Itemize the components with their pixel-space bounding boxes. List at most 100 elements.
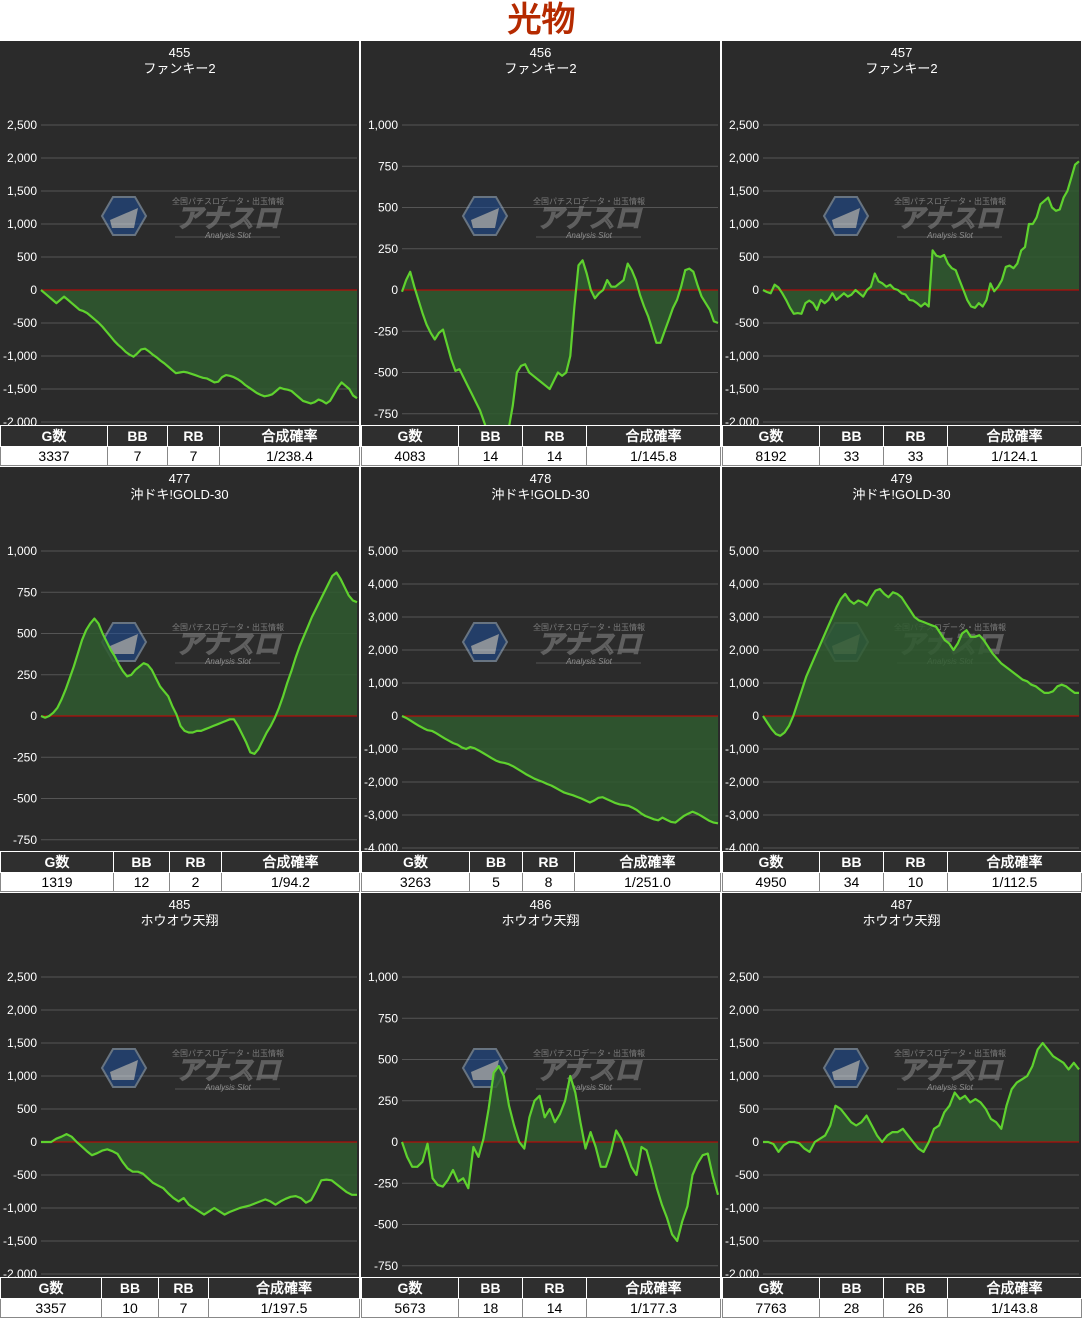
y-tick-label: 0 [30,1135,37,1149]
series-line [400,259,719,425]
svg-text:Analysis Slot: Analysis Slot [565,657,613,666]
y-tick-label: 2,500 [7,118,37,132]
svg-text:アナスロ: アナスロ [898,204,1003,234]
y-tick-label: -2,000 [725,415,759,425]
svg-text:Analysis Slot: Analysis Slot [926,1083,974,1092]
probability-value: 1/251.0 [574,872,721,892]
y-tick-label: -2,000 [725,1267,759,1277]
svg-text:全国パチスロデータ・出玉情報: 全国パチスロデータ・出玉情報 [533,196,645,206]
y-tick-label: 500 [378,1053,398,1067]
header-rb: RB [522,1277,587,1299]
header-probability: 合成確率 [586,1277,721,1299]
games-value: 4083 [361,446,459,466]
y-tick-label: -1,500 [3,382,37,396]
y-tick-label: -500 [374,1218,398,1232]
chart-svg: 5,000 4,000 3,000 2,000 1,000 0 -1,000 -2,000 -3… [725,544,1079,851]
header-bb: BB [113,851,170,873]
y-tick-label: 2,000 [729,1003,759,1017]
y-tick-label: 250 [17,668,37,682]
chart-panel-478: 478 沖ドキ!GOLD-30 5,000 4,000 3,000 2,000 1,000 0… [361,467,721,892]
y-tick-label: 1,000 [368,676,398,690]
series-area [763,1043,1079,1152]
y-tick-label: -250 [374,324,398,338]
rb-value: 14 [522,1298,587,1318]
machine-model: ファンキー2 [504,61,577,76]
machine-number: 455 [168,45,191,60]
bb-value: 5 [469,872,523,892]
machine-model: ファンキー2 [865,61,938,76]
chart-panel-479: 479 沖ドキ!GOLD-30 5,000 4,000 3,000 2,000 1,000 0… [722,467,1082,892]
page-title: 光物 [507,0,576,40]
header-bb: BB [458,1277,523,1299]
svg-text:アナスロ: アナスロ [537,630,642,660]
svg-text:アナスロ: アナスロ [176,1056,281,1086]
y-tick-label: -2,000 [364,775,398,789]
series-area [402,260,718,425]
y-tick-label: 3,000 [368,610,398,624]
svg-text:アナスロ: アナスロ [537,1056,642,1086]
svg-text:全国パチスロデータ・出玉情報: 全国パチスロデータ・出玉情報 [894,1048,1006,1058]
rb-value: 14 [522,446,587,466]
svg-text:Analysis Slot: Analysis Slot [204,1083,252,1092]
rb-value: 7 [158,1298,209,1318]
y-tick-label: 4,000 [368,577,398,591]
y-tick-label: 1,000 [729,676,759,690]
series-line [762,160,1080,315]
y-tick-label: -1,000 [3,349,37,363]
header-probability: 合成確率 [947,425,1082,447]
chart-panel-457: 457 ファンキー2 2,500 2,000 1,500 1,000 500 0 -500 -1,… [722,41,1082,466]
y-tick-label: 1,000 [729,217,759,231]
svg-text:Analysis Slot: Analysis Slot [926,231,974,240]
series-line [762,587,1079,737]
header-bb: BB [819,1277,884,1299]
y-tick-label: 5,000 [729,544,759,558]
stats-table: G数 BB RB 合成確率 3337 7 7 1/238.4 [0,425,360,466]
y-tick-label: 2,000 [729,643,759,657]
bb-value: 18 [458,1298,523,1318]
machine-number: 477 [168,471,191,486]
chart-svg: 2,500 2,000 1,500 1,000 500 0 -500 -1,000 -1,500… [3,118,358,425]
machine-number: 487 [890,897,913,912]
chart-svg: 2,500 2,000 1,500 1,000 500 0 -500 -1,000 -1,500… [3,970,357,1277]
header-rb: RB [169,851,222,873]
y-tick-label: -500 [735,1168,759,1182]
stats-table: G数 BB RB 合成確率 5673 18 14 1/177.3 [361,1277,721,1318]
machine-model: ホウオウ天翔 [501,913,580,928]
y-tick-label: 4,000 [729,577,759,591]
header-games: G数 [722,851,820,873]
y-tick-label: 1,000 [7,1069,37,1083]
header-rb: RB [167,425,220,447]
y-tick-label: -750 [374,1259,398,1273]
y-tick-label: 250 [378,1094,398,1108]
y-tick-label: -750 [13,833,37,847]
series-area [41,572,357,754]
y-tick-label: 0 [391,283,398,297]
y-tick-label: -2,000 [3,1267,37,1277]
series-area [402,716,718,824]
header-bb: BB [819,425,884,447]
y-tick-label: 0 [752,709,759,723]
games-value: 4950 [722,872,820,892]
chart-svg: 2,500 2,000 1,500 1,000 500 0 -500 -1,000 -1,500… [725,118,1080,425]
y-tick-label: -2,000 [725,775,759,789]
y-tick-label: 500 [739,250,759,264]
probability-value: 1/112.5 [947,872,1082,892]
stats-table: G数 BB RB 合成確率 3263 5 8 1/251.0 [361,851,721,892]
machine-model: ホウオウ天翔 [140,913,219,928]
y-tick-label: 2,000 [729,151,759,165]
chart-panel-477: 477 沖ドキ!GOLD-30 1,000 750 500 250 0 -250 -500 -75… [0,467,360,892]
y-tick-label: 2,500 [7,970,37,984]
svg-text:アナスロ: アナスロ [176,630,281,660]
probability-value: 1/94.2 [221,872,360,892]
series-line [41,1133,357,1216]
y-tick-label: 3,000 [729,610,759,624]
series-area [763,161,1079,314]
stats-table: G数 BB RB 合成確率 4950 34 10 1/112.5 [722,851,1082,892]
probability-value: 1/124.1 [947,446,1082,466]
games-value: 3263 [361,872,470,892]
header-bb: BB [101,1277,159,1299]
y-tick-label: 2,500 [729,970,759,984]
